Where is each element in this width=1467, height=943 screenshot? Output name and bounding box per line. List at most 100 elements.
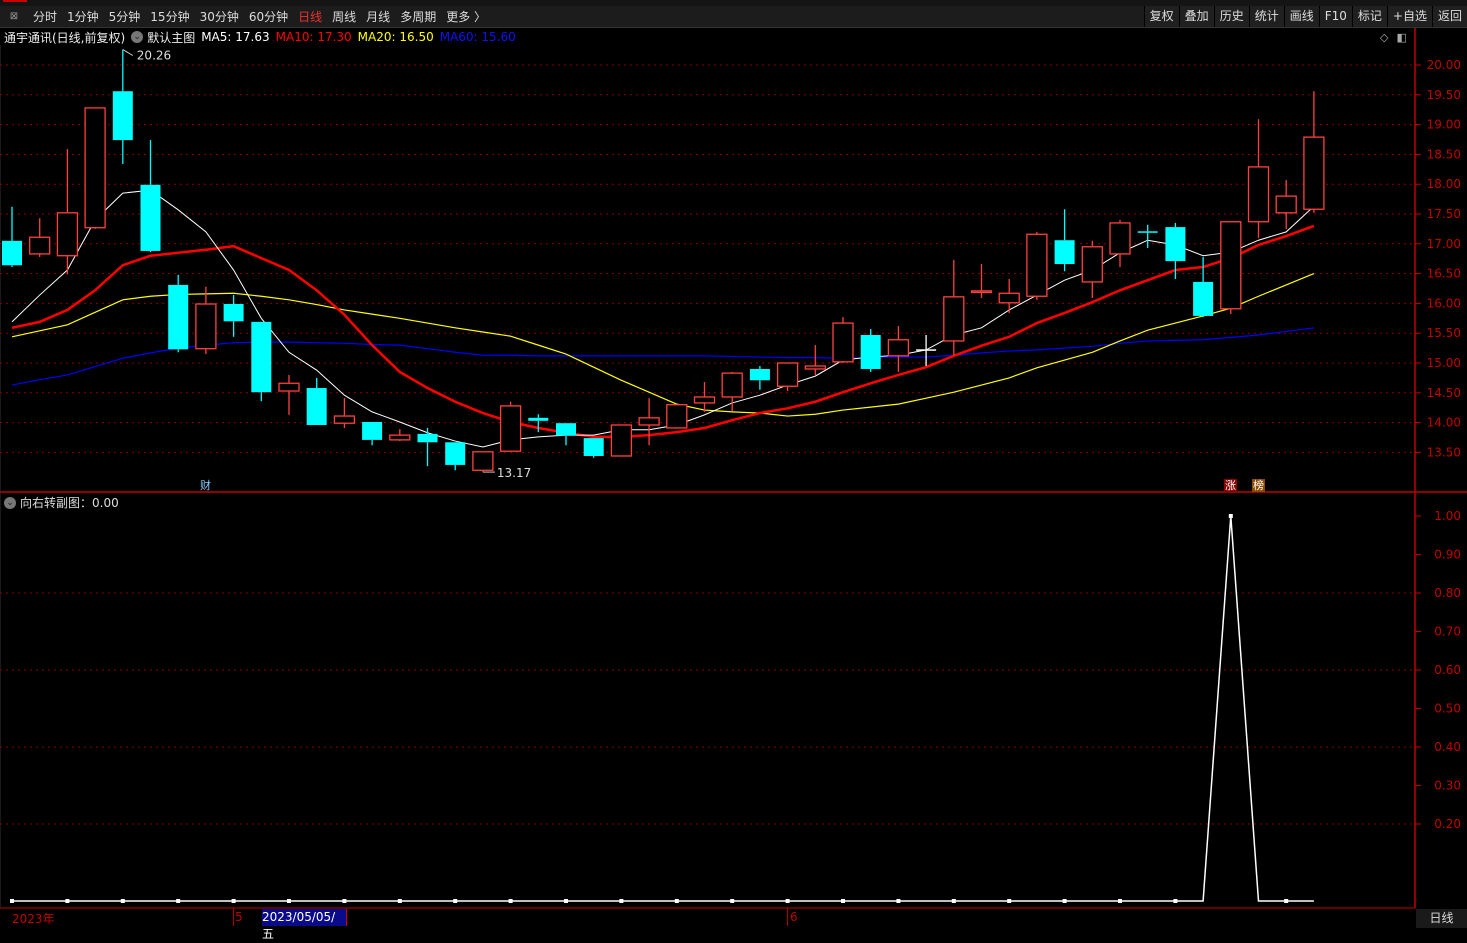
subchart-point [1007,899,1012,903]
candle [1220,221,1242,315]
period-tab[interactable]: 60分钟 [248,10,289,24]
finance-marker[interactable]: 财 [200,479,211,492]
subchart-point [397,899,402,903]
period-tab[interactable]: 30分钟 [199,10,239,24]
ma10-line [11,224,1315,439]
y-tick-label: 18.50 [1427,147,1461,161]
toolbar-action-button[interactable]: F10 [1318,6,1352,27]
candle [776,362,799,392]
candle [168,274,189,353]
candle [223,295,244,337]
candle-body [1026,233,1048,297]
period-tab[interactable]: 分时 [33,10,58,24]
candle [445,442,466,471]
candle [140,140,161,253]
period-tab[interactable]: 多周期 [400,10,437,24]
low-price-label: 13.17 [497,466,531,480]
subchart-point [730,899,735,903]
subchart-label[interactable]: 向右转副图：0.00 [20,496,119,510]
sub-y-tick-label: 0.20 [1434,817,1461,831]
chart-controls: ◇ ◧ [1380,31,1407,44]
subchart-point [120,899,125,903]
period-tab[interactable]: 月线 [366,10,391,24]
candle [56,149,79,275]
limit-up-marker[interactable]: 涨 [1224,479,1237,492]
collapse-sidebar-icon[interactable]: ⊠ [9,11,19,22]
period-tab[interactable]: 15分钟 [150,10,190,24]
sub-y-tick-label: 0.90 [1434,548,1461,562]
candle-body [860,334,881,369]
candle [1193,256,1214,318]
candle-body [583,438,604,456]
candle [195,286,217,355]
candle [251,321,272,402]
candle [749,365,770,390]
selected-date: 2023/05/05/五 [262,909,347,941]
candle [417,427,438,467]
candle [998,278,1020,313]
period-tab[interactable]: 日线 [298,10,323,24]
y-tick-label: 18.00 [1427,177,1461,191]
subchart-point [65,899,70,903]
chevron-down-icon[interactable]: ⌄ [4,496,16,509]
ma10-legend: MA10: 17.30 [275,30,352,44]
subchart-point [674,899,679,903]
candle [832,317,854,363]
ranking-marker[interactable]: 榜 [1252,479,1265,492]
toolbar-action-button[interactable]: 历史 [1213,6,1249,27]
sub-y-tick-label: 0.70 [1434,625,1461,639]
y-tick-label: 19.00 [1427,118,1461,132]
subchart-point [176,899,181,903]
candle [2,206,22,268]
subchart-point [951,899,956,903]
candle-body [56,212,79,257]
toolbar-action-button[interactable]: 画线 [1283,6,1319,27]
period-button[interactable]: 日线 [1416,909,1467,928]
candle-body [223,303,244,322]
subchart-point [896,899,901,903]
period-tab[interactable]: 5分钟 [108,10,141,24]
x-axis-june: 6 [790,910,798,924]
candle-body [445,442,466,465]
candle-body [112,91,133,141]
candle [804,345,826,375]
candle-body [1303,136,1325,210]
toolbar-action-button[interactable]: 统计 [1248,6,1284,27]
candle [610,424,633,457]
toolbar-action-button[interactable]: 叠加 [1178,6,1214,27]
candle [666,404,688,429]
y-tick-label: 14.00 [1427,416,1461,430]
candle-body [693,396,716,404]
candle-body [84,107,106,229]
period-tab[interactable]: 更多 〉 [446,10,487,24]
toolbar-action-button[interactable]: 复权 [1143,6,1179,27]
chevron-down-icon[interactable]: ⌄ [131,31,144,43]
candle [1165,222,1186,279]
main-chart-selector[interactable]: 默认主图 [147,30,196,45]
subchart-point [508,899,513,903]
candle-body [251,321,272,393]
candle [1026,231,1048,300]
candle-body [499,405,522,452]
candle [1247,119,1270,238]
period-tab[interactable]: 1分钟 [67,10,99,24]
candle [1109,219,1131,268]
toolbar-action-button[interactable]: 返回 [1431,6,1467,27]
candle-body [1054,240,1075,265]
toolbar-action-button[interactable]: +自选 [1386,6,1432,27]
subchart-point [1284,899,1289,903]
subchart-point [453,899,458,903]
diamond-icon[interactable]: ◇ [1380,31,1389,44]
panel-toggle-icon[interactable]: ◧ [1396,31,1407,44]
y-tick-label: 13.50 [1427,445,1461,459]
toolbar-action-button[interactable]: 标记 [1351,6,1387,27]
period-tab[interactable]: 周线 [332,10,357,24]
candle [1054,209,1075,272]
candle-body [1081,246,1103,283]
subchart-point [564,899,568,903]
candle-body [389,434,411,441]
candle-body [168,284,189,350]
ma60-legend: MA60: 15.60 [439,30,516,44]
subchart-point [287,899,291,903]
